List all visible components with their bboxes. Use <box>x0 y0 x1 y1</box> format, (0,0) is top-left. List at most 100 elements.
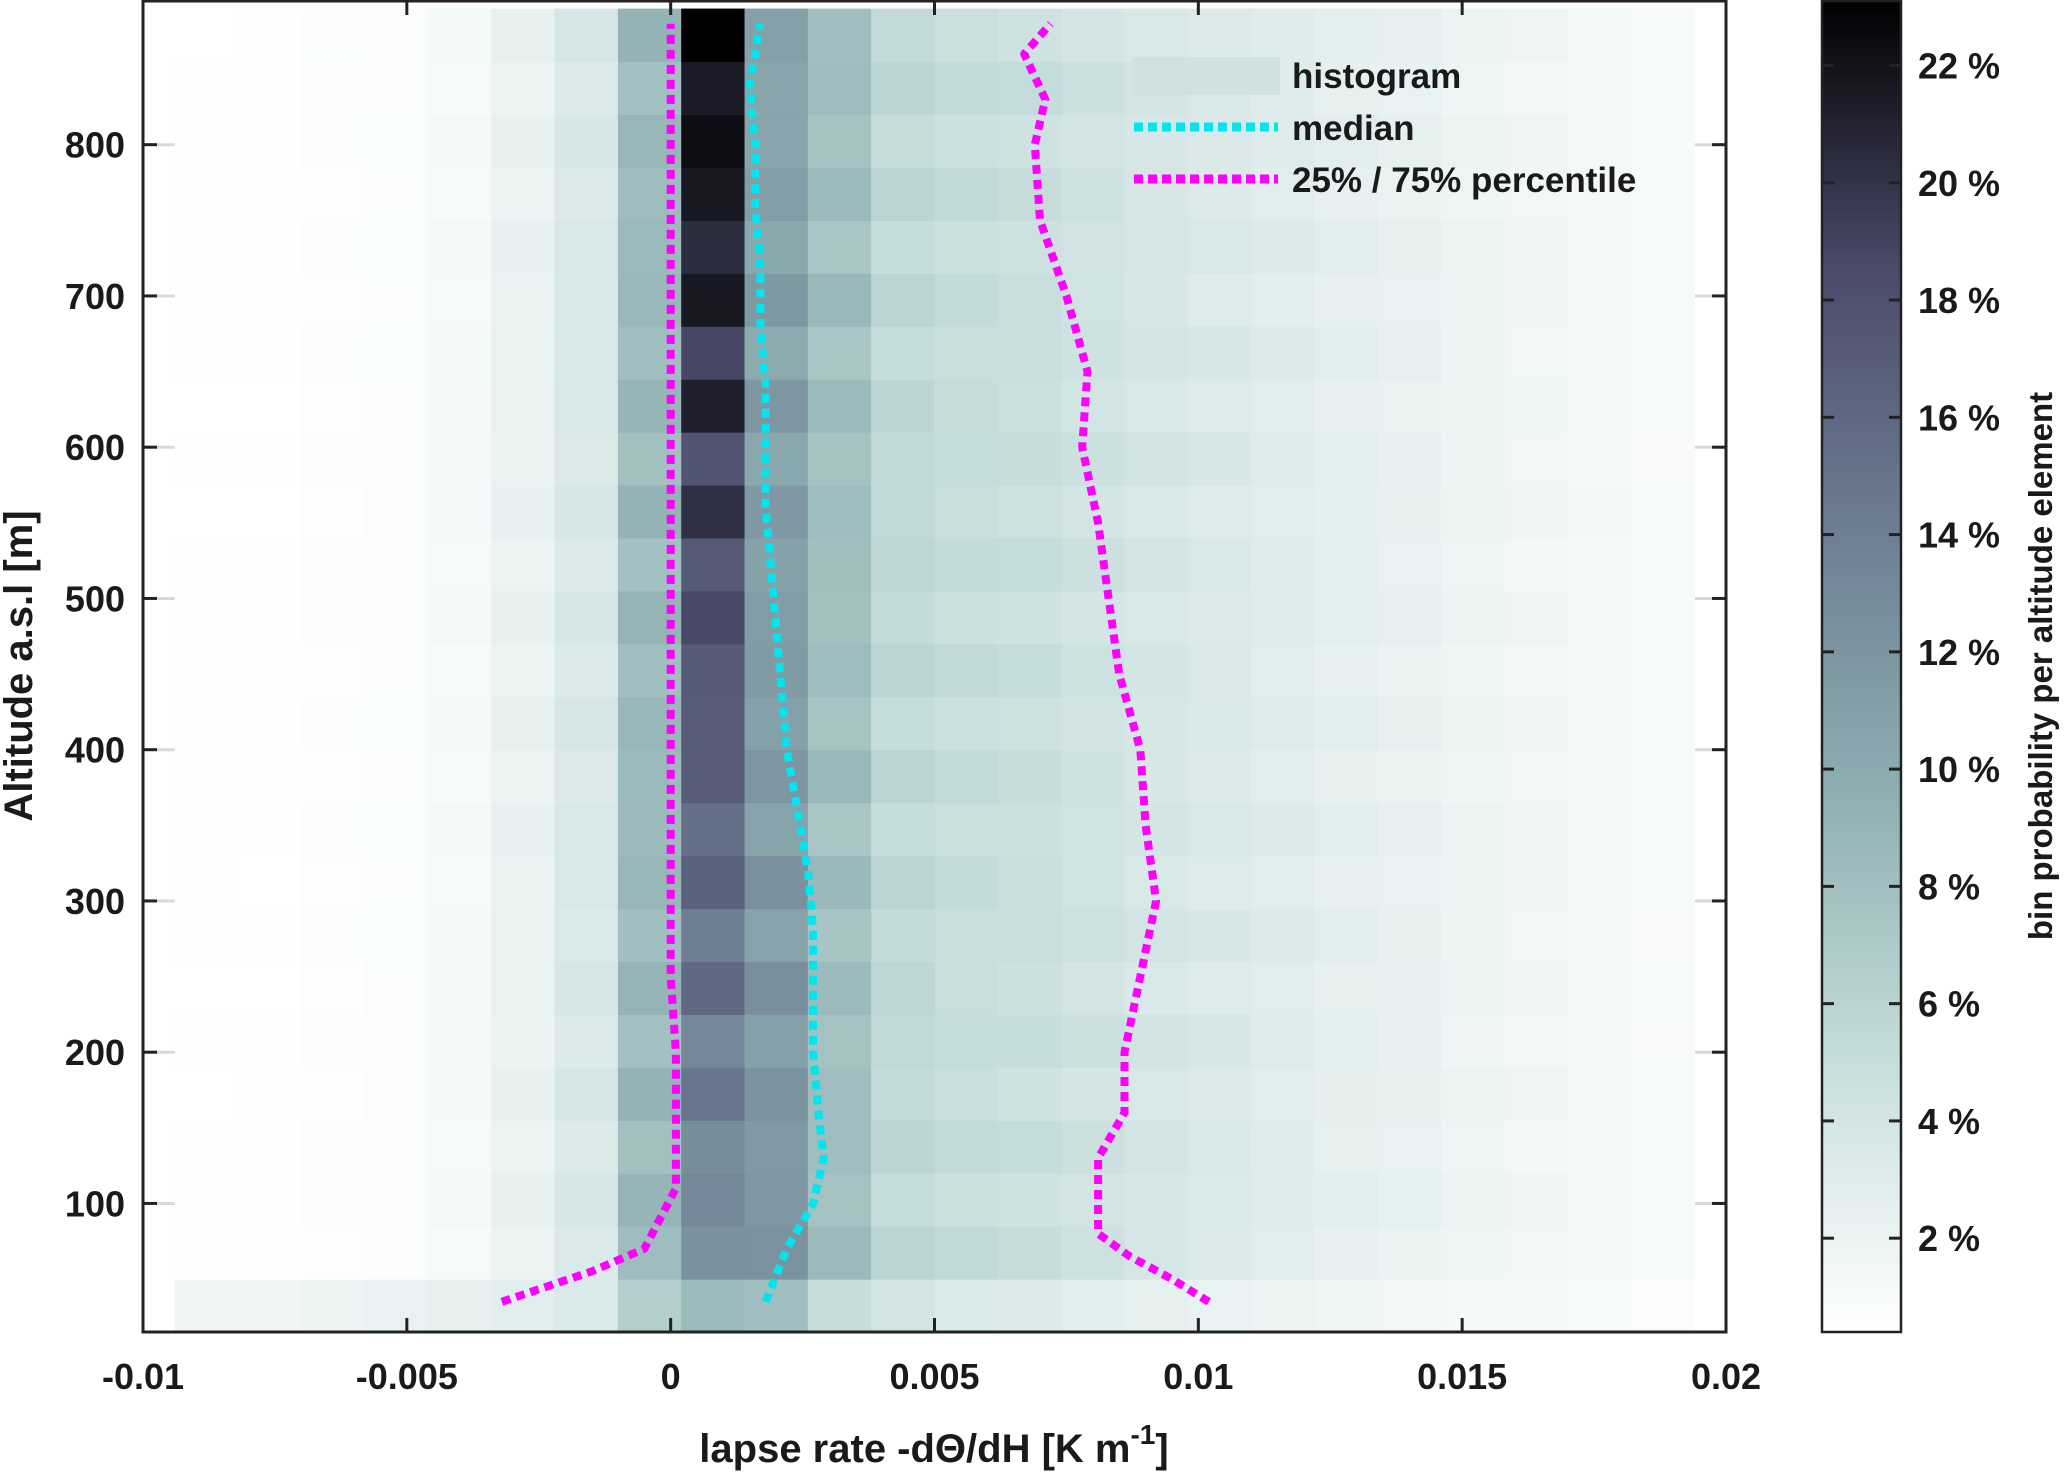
histogram-cell <box>237 273 302 327</box>
histogram-cell <box>1314 485 1379 539</box>
histogram-cell <box>427 114 492 168</box>
histogram-cell <box>1441 326 1505 380</box>
histogram-cell <box>1124 749 1189 804</box>
histogram-cell <box>301 908 366 963</box>
histogram-cell <box>1187 1014 1252 1068</box>
histogram-cell <box>1504 749 1569 804</box>
colorbar-ticks: 2 % 4 % 6 % 8 % 10 % 12 % 14 % 16 % 18 % 20 % 22 % <box>1822 45 2000 1259</box>
histogram-cell <box>1567 1279 1632 1333</box>
colorbar-label: bin probability per altitude element <box>2022 392 2059 940</box>
histogram-cell <box>934 485 999 539</box>
histogram-cell <box>1251 855 1316 910</box>
histogram-cell <box>301 802 366 857</box>
histogram-cell <box>1061 802 1126 857</box>
histogram-cell <box>491 114 556 168</box>
histogram-cell <box>1251 961 1316 1015</box>
histogram-cell <box>237 326 302 380</box>
histogram-cell <box>1314 379 1379 433</box>
histogram-cell <box>871 114 936 168</box>
histogram-cell <box>1567 1120 1632 1174</box>
histogram-cell <box>427 1014 492 1068</box>
histogram-cell <box>364 1173 429 1227</box>
histogram-cell <box>871 326 936 380</box>
histogram-cell <box>997 643 1062 698</box>
histogram-cell <box>871 432 936 486</box>
histogram-cell <box>1061 1226 1126 1280</box>
histogram-cell <box>1251 590 1316 645</box>
histogram-cell <box>934 8 999 63</box>
histogram-cell <box>174 220 239 274</box>
histogram-cell <box>554 167 619 221</box>
histogram-cell <box>1187 114 1252 168</box>
histogram-cell <box>1251 432 1316 486</box>
histogram-cell <box>174 908 239 963</box>
histogram-cell <box>1567 379 1632 433</box>
histogram-cell <box>934 114 999 168</box>
histogram-cell <box>997 167 1062 221</box>
histogram-cell <box>1377 537 1442 592</box>
histogram-cell <box>997 961 1062 1015</box>
histogram-cell <box>1314 220 1379 274</box>
histogram-cell <box>744 1067 809 1121</box>
histogram-cell <box>427 61 492 116</box>
histogram-cell <box>1567 590 1632 645</box>
histogram-cell <box>934 1120 999 1174</box>
histogram-cell <box>934 61 999 116</box>
histogram-cell <box>491 379 556 433</box>
histogram-cell <box>364 379 429 433</box>
histogram-cell <box>1187 802 1252 857</box>
x-tick-label: -0.01 <box>102 1356 184 1397</box>
histogram-cell <box>301 61 366 116</box>
y-tick-label: 500 <box>65 578 125 619</box>
histogram-cell <box>1441 855 1505 910</box>
histogram-cell <box>934 326 999 380</box>
histogram-cell <box>1251 643 1316 698</box>
colorbar-tick-label: 2 % <box>1918 1218 1980 1259</box>
histogram-cell <box>1441 432 1505 486</box>
histogram-cell <box>427 537 492 592</box>
histogram-cell <box>1187 273 1252 327</box>
histogram-cell <box>491 8 556 63</box>
histogram-cell <box>364 326 429 380</box>
histogram-cell <box>807 220 872 274</box>
histogram-cell <box>237 1226 302 1280</box>
histogram-cell <box>1187 1067 1252 1121</box>
histogram-cell <box>1441 1014 1505 1068</box>
histogram-cell <box>427 326 492 380</box>
histogram-cell <box>174 749 239 804</box>
histogram-cell <box>681 696 746 751</box>
histogram-cell <box>807 749 872 804</box>
histogram-cell <box>1251 1067 1316 1121</box>
histogram-cell <box>934 802 999 857</box>
histogram-cell <box>807 379 872 433</box>
histogram-cell <box>934 1067 999 1121</box>
histogram-cell <box>1631 379 1695 433</box>
histogram-cell <box>1441 114 1505 168</box>
histogram-cell <box>174 1226 239 1280</box>
histogram-cell <box>1314 590 1379 645</box>
histogram-cell <box>1124 432 1189 486</box>
histogram-cell <box>1441 1067 1505 1121</box>
legend-percentile-label: 25% / 75% percentile <box>1292 161 1636 200</box>
histogram-cell <box>491 961 556 1015</box>
histogram-cell <box>491 1173 556 1227</box>
histogram-cell <box>301 379 366 433</box>
histogram-cell <box>1631 220 1695 274</box>
colorbar-tick-label: 12 % <box>1918 632 2000 673</box>
histogram-cell <box>871 379 936 433</box>
histogram-cell <box>491 537 556 592</box>
histogram-cell <box>301 696 366 751</box>
histogram-cell <box>1187 855 1252 910</box>
histogram-cell <box>554 696 619 751</box>
histogram-cell <box>1061 537 1126 592</box>
histogram-cell <box>174 273 239 327</box>
histogram-cell <box>807 908 872 963</box>
histogram-cell <box>681 432 746 486</box>
histogram-cell <box>1504 961 1569 1015</box>
x-axis-label-suffix: ] <box>1155 1427 1168 1471</box>
histogram-cell <box>364 590 429 645</box>
histogram-cell <box>1061 749 1126 804</box>
histogram-cell <box>1061 961 1126 1015</box>
histogram-cell <box>1187 1226 1252 1280</box>
histogram-cell <box>427 8 492 63</box>
